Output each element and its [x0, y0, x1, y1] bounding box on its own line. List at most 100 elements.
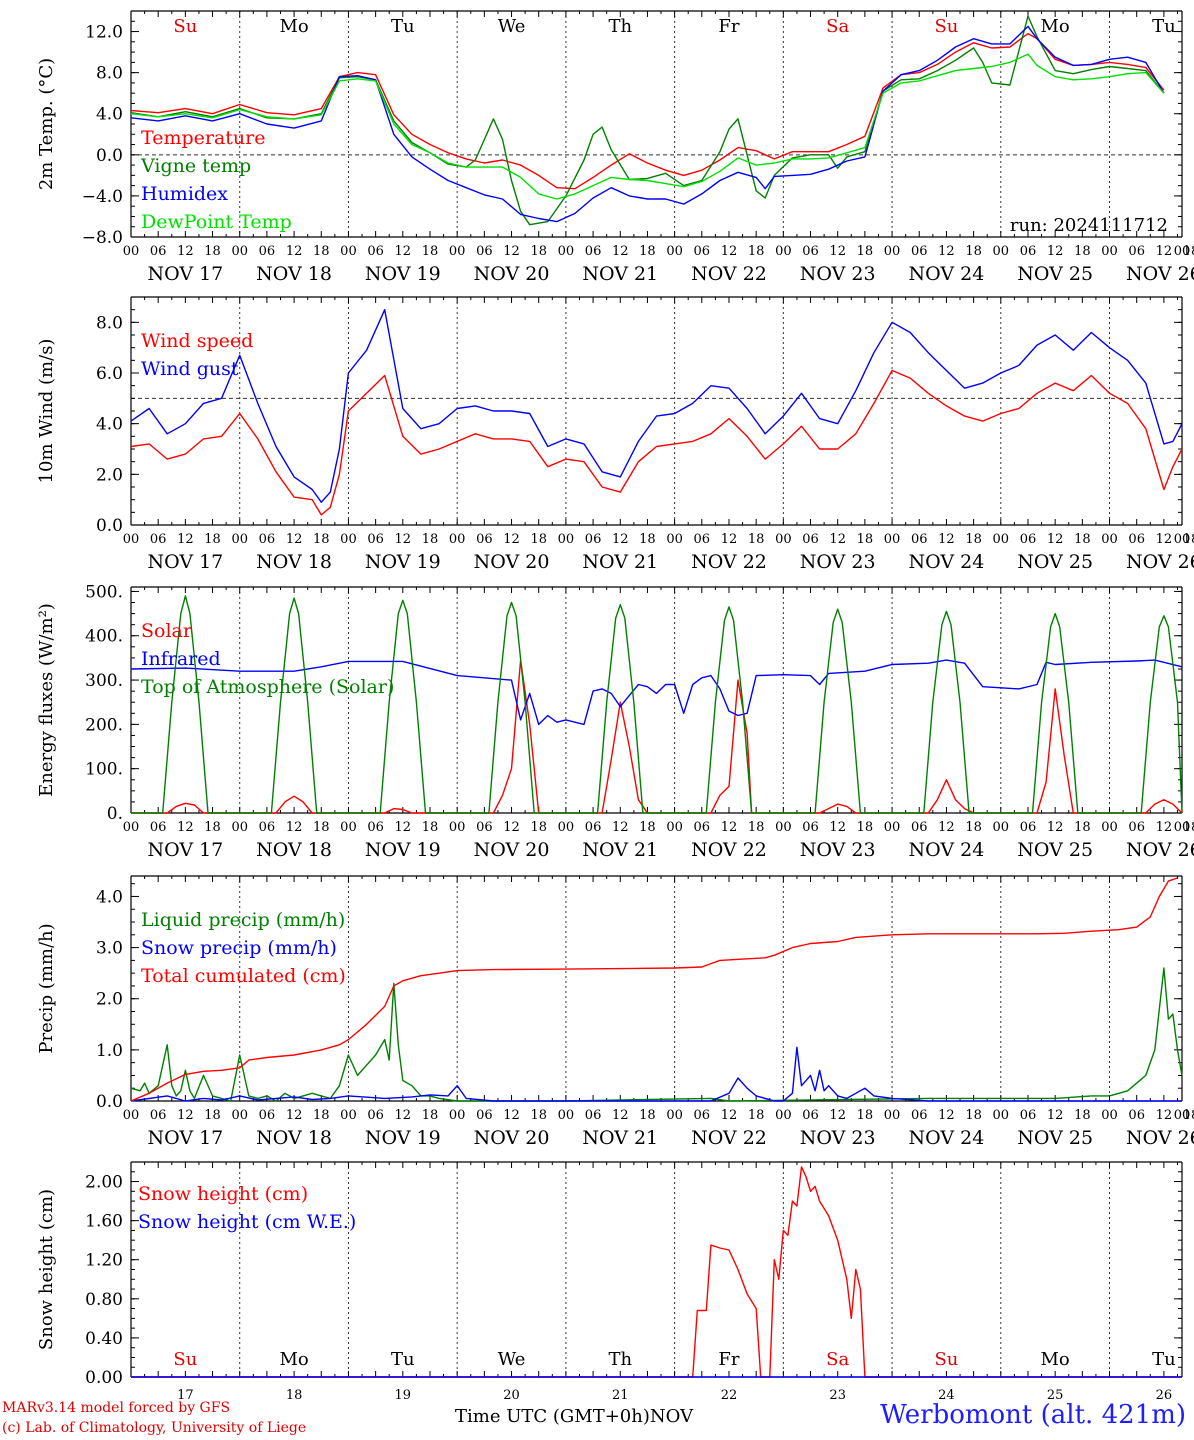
hour-tick-label: 06	[259, 244, 276, 259]
day-label: Mo	[279, 1349, 308, 1370]
hour-tick-label: 12	[829, 1108, 846, 1123]
y-tick-label: 4.0	[96, 887, 123, 907]
hour-tick-label: 12	[503, 532, 520, 547]
chart-panel-2: 8.0 6.0 4.0 2.0 0.0 10m Wind (m/s) Wind speed W…	[36, 296, 1194, 573]
hour-tick-label: 06	[367, 244, 384, 259]
y-tick-label: 6.0	[96, 364, 123, 384]
hour-tick-label: 12	[286, 532, 303, 547]
hour-tick-label: 00	[884, 532, 901, 547]
hour-tick-label: 12	[1156, 1108, 1173, 1123]
y-tick-label: 500.	[85, 582, 123, 602]
legend-entry: Vigne temp	[140, 155, 251, 177]
date-label: NOV 25	[1017, 263, 1093, 285]
date-label: NOV 17	[147, 263, 223, 285]
hour-tick-label: 18	[1183, 820, 1194, 835]
hour-tick-label: 00	[1101, 244, 1118, 259]
hour-tick-label: 18	[530, 244, 547, 259]
legend-entry: Liquid precip (mm/h)	[141, 909, 345, 931]
series-line-top-of-atmosphere-solar-	[131, 595, 1183, 814]
y-tick-label: 1.0	[96, 1041, 123, 1061]
date-label: NOV 20	[474, 263, 550, 285]
hour-tick-label: 00	[231, 1108, 248, 1123]
day-label: Th	[608, 16, 632, 37]
date-label: NOV 26	[1126, 551, 1194, 573]
hour-tick-label: 00	[231, 820, 248, 835]
hour-tick-label: 00	[558, 1108, 575, 1123]
hour-tick-label: 06	[367, 820, 384, 835]
series-line-wind-speed	[130, 369, 1183, 516]
y-tick-label: 100.	[85, 760, 123, 780]
date-label: NOV 18	[256, 1127, 332, 1149]
hour-tick-label: 00	[666, 244, 683, 259]
day-number: 18	[286, 1388, 303, 1403]
date-label: NOV 19	[365, 1127, 441, 1149]
hour-tick-label: 12	[395, 532, 412, 547]
date-label: NOV 20	[474, 551, 550, 573]
series-line-humidex	[130, 25, 1165, 223]
hour-tick-label: 12	[938, 244, 955, 259]
hour-tick-label: 18	[204, 244, 221, 259]
hour-tick-label: 06	[911, 532, 928, 547]
hour-tick-label: 18	[204, 532, 221, 547]
hour-tick-label: 06	[1020, 1108, 1037, 1123]
hour-tick-label: 00	[666, 532, 683, 547]
model-line: MARv3.14 model forced by GFS	[2, 1400, 231, 1416]
y-axis-title: Energy fluxes (W/m²)	[36, 603, 57, 797]
legend-entry: Snow precip (mm/h)	[141, 937, 337, 959]
date-label: NOV 22	[691, 839, 767, 861]
date-label: NOV 25	[1017, 551, 1093, 573]
y-tick-label: 2.0	[96, 990, 123, 1010]
day-label: Mo	[1041, 16, 1070, 37]
y-tick-label: 4.0	[96, 415, 123, 435]
date-label: NOV 25	[1017, 1127, 1093, 1149]
hour-tick-label: 00	[1174, 1108, 1191, 1123]
hour-tick-label: 06	[1020, 532, 1037, 547]
hour-tick-label: 06	[694, 1108, 711, 1123]
hour-tick-label: 00	[340, 532, 357, 547]
y-tick-label: 3.0	[96, 939, 123, 959]
hour-tick-label: 00	[775, 1108, 792, 1123]
hour-tick-label: 12	[938, 820, 955, 835]
date-label: NOV 23	[800, 263, 876, 285]
hour-tick-label: 00	[558, 820, 575, 835]
chart-panel-1: 12.0 8.0 4.0 0.0 −4.0 −8.0 2m Temp. (°C) Temper…	[36, 10, 1194, 285]
day-number: 23	[829, 1388, 846, 1403]
hour-tick-label: 18	[748, 820, 765, 835]
hour-tick-label: 00	[340, 1108, 357, 1123]
y-tick-label: 8.0	[96, 313, 123, 333]
hour-tick-label: 12	[829, 244, 846, 259]
legend-entry: Temperature	[141, 127, 265, 149]
chart-panel-3: 500. 400. 300. 200. 100. 0. Energy fluxes (W/m…	[36, 582, 1194, 861]
hour-tick-label: 00	[231, 244, 248, 259]
hour-tick-label: 12	[829, 532, 846, 547]
hour-tick-label: 00	[449, 1108, 466, 1123]
hour-tick-label: 18	[965, 244, 982, 259]
date-label: NOV 21	[582, 839, 658, 861]
chart-panel-4: 4.0 3.0 2.0 1.0 0.0 Precip (mm/h) Liquid preci…	[36, 875, 1194, 1149]
hour-tick-label: 00	[884, 1108, 901, 1123]
y-tick-label: 1.60	[85, 1212, 123, 1232]
series-line-liquid-precip-mm-h-	[130, 967, 1183, 1102]
y-tick-label: 1.20	[85, 1251, 123, 1271]
hour-tick-label: 18	[1183, 532, 1194, 547]
hour-tick-label: 06	[150, 532, 167, 547]
hour-tick-label: 06	[585, 1108, 602, 1123]
hour-tick-label: 18	[965, 820, 982, 835]
y-tick-label: −4.0	[82, 187, 123, 207]
y-tick-label: 0.0	[96, 146, 123, 166]
hour-tick-label: 12	[1156, 532, 1173, 547]
month-label: NOV	[649, 1406, 694, 1427]
date-label: NOV 24	[909, 551, 985, 573]
hour-tick-label: 18	[857, 1108, 874, 1123]
hour-tick-label: 12	[286, 1108, 303, 1123]
hour-tick-label: 12	[829, 820, 846, 835]
hour-tick-label: 00	[449, 820, 466, 835]
hour-tick-label: 12	[938, 1108, 955, 1123]
day-number: 26	[1156, 1388, 1173, 1403]
day-label: We	[498, 1349, 526, 1370]
legend-entry: Snow height (cm)	[138, 1183, 308, 1205]
hour-tick-label: 18	[1074, 532, 1091, 547]
hour-tick-label: 12	[1047, 1108, 1064, 1123]
day-label: Tu	[1152, 1349, 1176, 1370]
date-label: NOV 20	[474, 839, 550, 861]
